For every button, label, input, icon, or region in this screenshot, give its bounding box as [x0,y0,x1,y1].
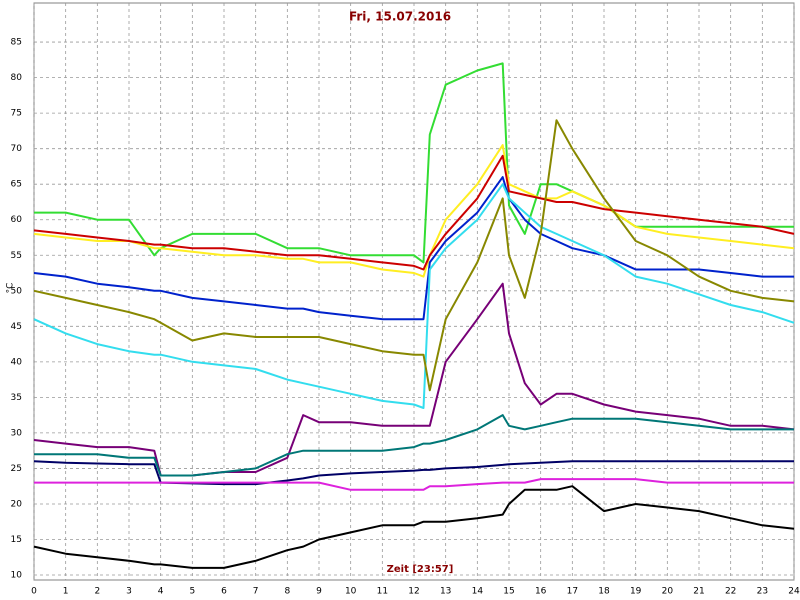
series-line [33,119,795,392]
y-tick-label: 20 [11,499,23,509]
x-tick-label: 13 [440,587,451,597]
y-tick-label: 25 [11,464,22,474]
x-tick-label: 0 [31,587,37,597]
series-line [33,183,795,409]
x-axis-label: Zeit [23:57] [387,564,454,575]
series-line [33,485,795,569]
y-tick-label: 35 [11,393,22,403]
x-tick-label: 19 [630,587,642,597]
series-line [33,154,795,271]
x-tick-label: 10 [345,587,357,597]
x-tick-label: 1 [63,587,69,597]
chart-title: Fri, 15.07.2016 [349,10,451,24]
y-axis-label: °C [6,283,16,294]
x-tick-label: 14 [472,587,484,597]
x-tick-label: 12 [408,587,419,597]
y-tick-label: 50 [11,286,23,296]
y-tick-label: 10 [11,571,23,581]
x-tick-label: 18 [598,587,610,597]
x-tick-label: 6 [221,587,227,597]
x-tick-label: 22 [725,587,736,597]
x-tick-label: 4 [158,587,164,597]
y-tick-label: 55 [11,251,22,261]
y-tick-label: 70 [11,144,23,154]
x-tick-label: 9 [316,587,322,597]
x-tick-label: 23 [757,587,768,597]
x-tick-label: 16 [535,587,547,597]
y-tick-label: 65 [11,180,22,190]
x-tick-label: 15 [503,587,514,597]
x-tick-label: 24 [788,587,800,597]
lines [33,62,795,569]
series-line [33,176,794,321]
y-tick-label: 85 [11,38,22,48]
x-tick-label: 2 [94,587,100,597]
x-tick-label: 17 [567,587,578,597]
y-tick-label: 80 [11,73,23,83]
series-line [34,478,794,491]
y-tick-label: 30 [11,428,23,438]
x-tick-label: 7 [253,587,259,597]
y-tick-label: 75 [11,109,22,119]
x-tick-label: 8 [284,587,290,597]
x-tick-label: 5 [189,587,195,597]
x-tick-label: 21 [693,587,704,597]
series-line [33,144,795,278]
y-tick-label: 15 [11,535,22,545]
x-tick-label: 11 [377,587,388,597]
y-tick-label: 45 [11,322,22,332]
series-line [34,414,794,477]
x-tick-label: 3 [126,587,132,597]
x-tick-label: 20 [662,587,674,597]
y-tick-label: 60 [11,215,23,225]
y-tick-label: 40 [11,357,23,367]
